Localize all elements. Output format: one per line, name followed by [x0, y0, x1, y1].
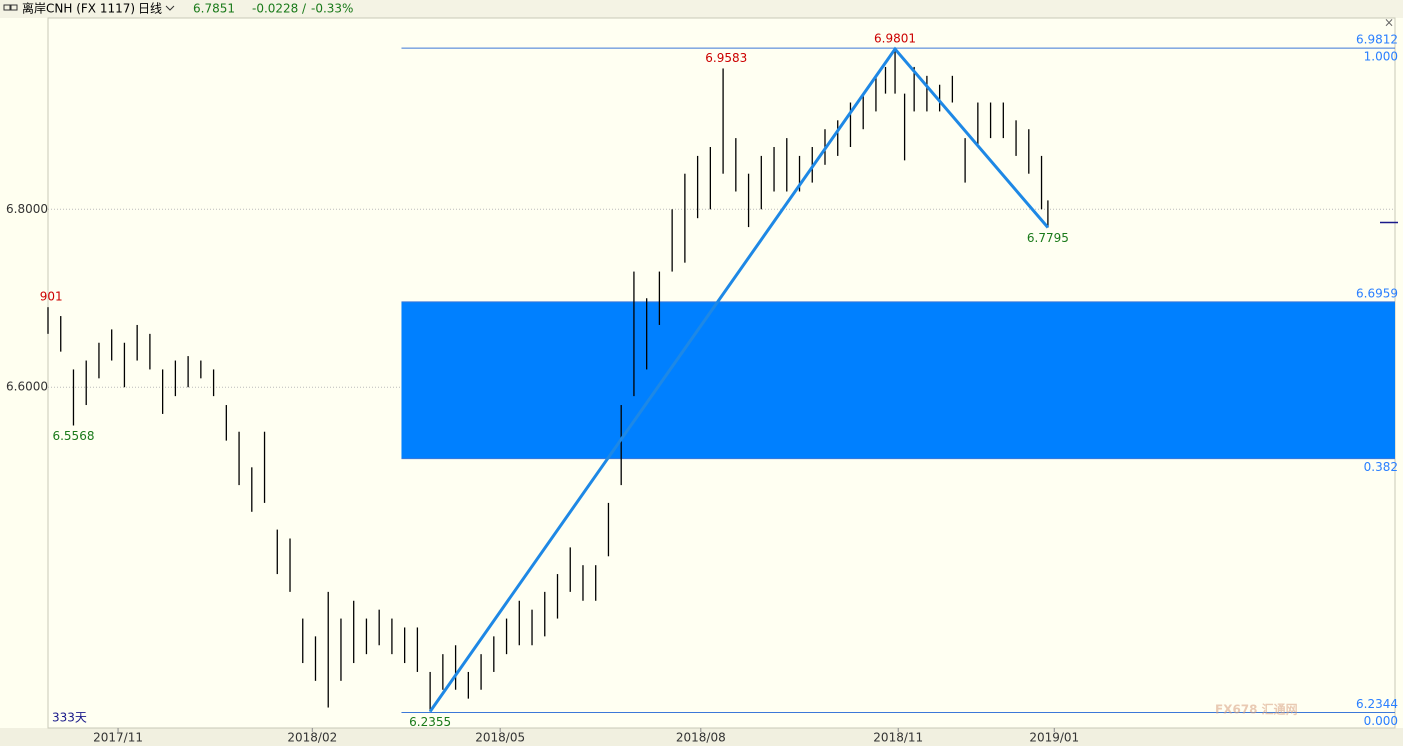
last-price: 6.7851 — [193, 2, 235, 16]
period-count: 333天 — [52, 711, 87, 725]
y-tick-label: 6.8000 — [6, 202, 48, 216]
fib-ratio-label: 1.000 — [1364, 50, 1398, 64]
watermark: FX678 汇通网 — [1215, 702, 1298, 717]
x-axis-strip — [0, 728, 1403, 746]
toolbar — [0, 0, 1403, 18]
annotation: 6.5568 — [52, 429, 94, 443]
change-pct: -0.33% — [311, 2, 353, 16]
annotation: 6.9801 — [874, 32, 916, 46]
fib-price-label: 6.9812 — [1356, 33, 1398, 47]
fib-price-label: 6.6959 — [1356, 286, 1398, 300]
y-tick-label: 6.6000 — [6, 380, 48, 394]
toolbar-icon — [3, 4, 18, 11]
x-tick-label: 2017/11 — [93, 731, 143, 745]
annotation: 901 — [40, 290, 63, 304]
fib-ratio-label: 0.000 — [1364, 714, 1398, 728]
annotation: 6.7795 — [1027, 231, 1069, 245]
annotation: 6.9583 — [705, 51, 747, 65]
x-tick-label: 2018/02 — [287, 731, 337, 745]
fib-ratio-label: 0.382 — [1364, 460, 1398, 474]
annotation: 6.2355 — [409, 715, 451, 729]
separator: / — [302, 2, 307, 16]
change: -0.0228 — [252, 2, 298, 16]
fib-price-label: 6.2344 — [1356, 697, 1398, 711]
period-dropdown[interactable]: 日线 — [138, 2, 162, 16]
dropdown-arrow[interactable] — [165, 5, 175, 11]
x-tick-label: 2018/11 — [873, 731, 923, 745]
zigzag-line — [428, 46, 1050, 713]
fib-band — [401, 301, 1395, 459]
symbol: 离岸CNH (FX 1117) — [22, 1, 135, 16]
x-tick-label: 2018/05 — [475, 731, 525, 745]
x-tick-label: 2019/01 — [1029, 731, 1079, 745]
x-tick-label: 2018/08 — [676, 731, 726, 745]
close-button[interactable]: × — [1384, 16, 1394, 30]
